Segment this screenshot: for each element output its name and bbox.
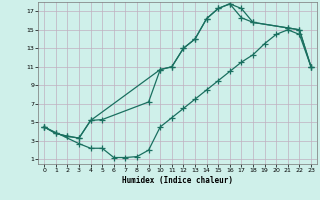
X-axis label: Humidex (Indice chaleur): Humidex (Indice chaleur) [122, 176, 233, 185]
